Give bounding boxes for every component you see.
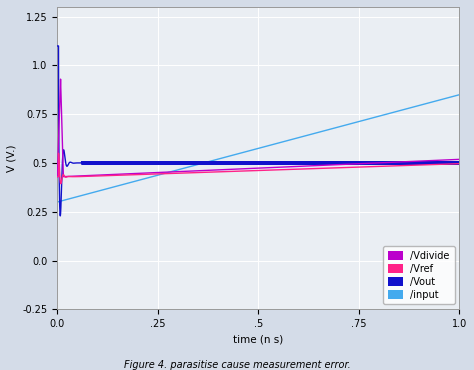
X-axis label: time (n s): time (n s) [233, 334, 283, 344]
Legend: /Vdivide, /Vref, /Vout, /input: /Vdivide, /Vref, /Vout, /input [383, 246, 455, 305]
Text: Figure 4. parasitise cause measurement error.: Figure 4. parasitise cause measurement e… [124, 360, 350, 370]
Y-axis label: V (V.): V (V.) [7, 144, 17, 172]
